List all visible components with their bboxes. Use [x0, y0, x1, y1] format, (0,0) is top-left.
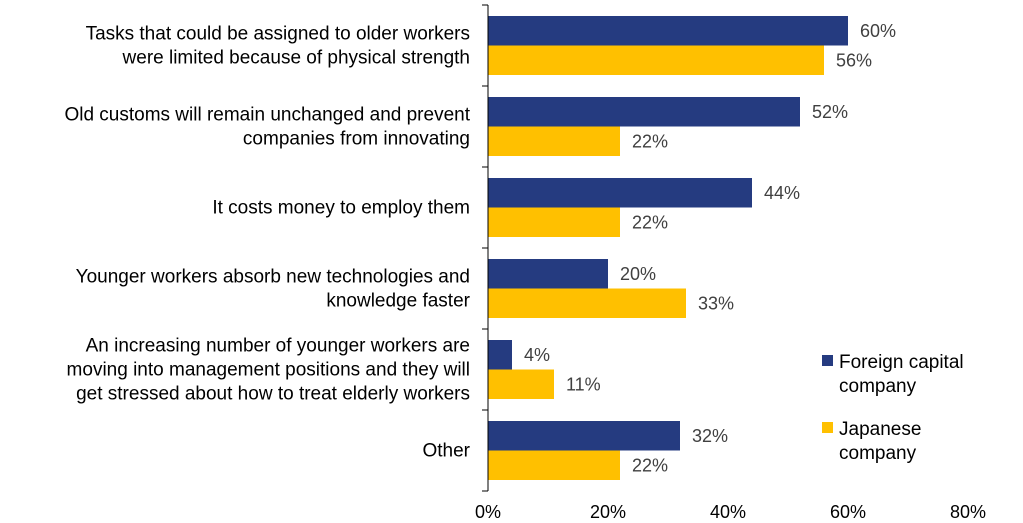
x-tick-label-4: 80%	[950, 502, 986, 522]
category-label-line: Old customs will remain unchanged and pr…	[64, 105, 470, 126]
bars-group	[488, 16, 848, 480]
axes-group: 0% 20% 40% 60% 80%	[475, 4, 986, 522]
value-label-foreign-4: 4%	[524, 345, 550, 365]
bar-foreign-3	[488, 259, 608, 289]
bar-foreign-1	[488, 97, 800, 127]
category-label-line: companies from innovating	[243, 129, 470, 150]
legend-label-line: Japanese	[839, 419, 921, 440]
bar-japanese-3	[488, 288, 686, 318]
value-label-japanese-5: 22%	[632, 455, 668, 475]
x-tick-label-3: 60%	[830, 502, 866, 522]
bar-japanese-1	[488, 126, 620, 156]
category-label-3: Younger workers absorb new technologies …	[76, 267, 471, 312]
legend: Foreign capital company Japanese company	[822, 352, 964, 464]
bar-foreign-0	[488, 16, 848, 46]
x-tick-label-2: 40%	[710, 502, 746, 522]
category-label-line: Tasks that could be assigned to older wo…	[86, 24, 470, 45]
bar-japanese-5	[488, 450, 620, 480]
legend-swatch-japanese	[822, 422, 833, 433]
category-label-line: An increasing number of younger workers …	[86, 336, 470, 357]
value-label-foreign-2: 44%	[764, 183, 800, 203]
legend-label-line: Foreign capital	[839, 352, 964, 373]
category-label-line: It costs money to employ them	[212, 198, 470, 219]
value-label-japanese-0: 56%	[836, 50, 872, 70]
category-label-line: moving into management positions and the…	[67, 360, 470, 381]
category-label-4: An increasing number of younger workers …	[67, 336, 470, 405]
bar-foreign-5	[488, 421, 680, 451]
category-label-line: knowledge faster	[326, 291, 470, 312]
bar-japanese-4	[488, 369, 554, 399]
category-label-2: It costs money to employ them	[212, 198, 470, 219]
value-label-foreign-5: 32%	[692, 426, 728, 446]
category-label-line: Younger workers absorb new technologies …	[76, 267, 470, 288]
category-label-line: were limited because of physical strengt…	[122, 48, 470, 69]
category-label-line: get stressed about how to treat elderly …	[76, 384, 470, 405]
bar-japanese-0	[488, 45, 824, 75]
value-label-japanese-4: 11%	[566, 374, 601, 394]
legend-label-line: company	[839, 443, 917, 464]
value-label-foreign-1: 52%	[812, 102, 848, 122]
category-labels-group: Tasks that could be assigned to older wo…	[64, 24, 470, 462]
value-label-foreign-3: 20%	[620, 264, 656, 284]
x-tick-label-0: 0%	[475, 502, 501, 522]
bar-foreign-4	[488, 340, 512, 370]
legend-label-foreign: Foreign capital company	[839, 352, 964, 397]
bar-japanese-2	[488, 207, 620, 237]
x-tick-label-1: 20%	[590, 502, 626, 522]
value-labels-group: 60% 56% 52% 22% 44% 22% 20% 33% 4% 11% 32% 22%	[524, 21, 896, 476]
legend-swatch-foreign	[822, 355, 833, 366]
legend-label-japanese: Japanese company	[839, 419, 921, 464]
category-label-5: Other	[422, 441, 470, 462]
value-label-japanese-1: 22%	[632, 131, 668, 151]
bar-foreign-2	[488, 178, 752, 208]
category-label-1: Old customs will remain unchanged and pr…	[64, 105, 470, 150]
category-label-line: Other	[422, 441, 470, 462]
value-label-japanese-2: 22%	[632, 212, 668, 232]
value-label-japanese-3: 33%	[698, 293, 734, 313]
value-label-foreign-0: 60%	[860, 21, 896, 41]
legend-label-line: company	[839, 376, 917, 397]
category-label-0: Tasks that could be assigned to older wo…	[86, 24, 470, 69]
